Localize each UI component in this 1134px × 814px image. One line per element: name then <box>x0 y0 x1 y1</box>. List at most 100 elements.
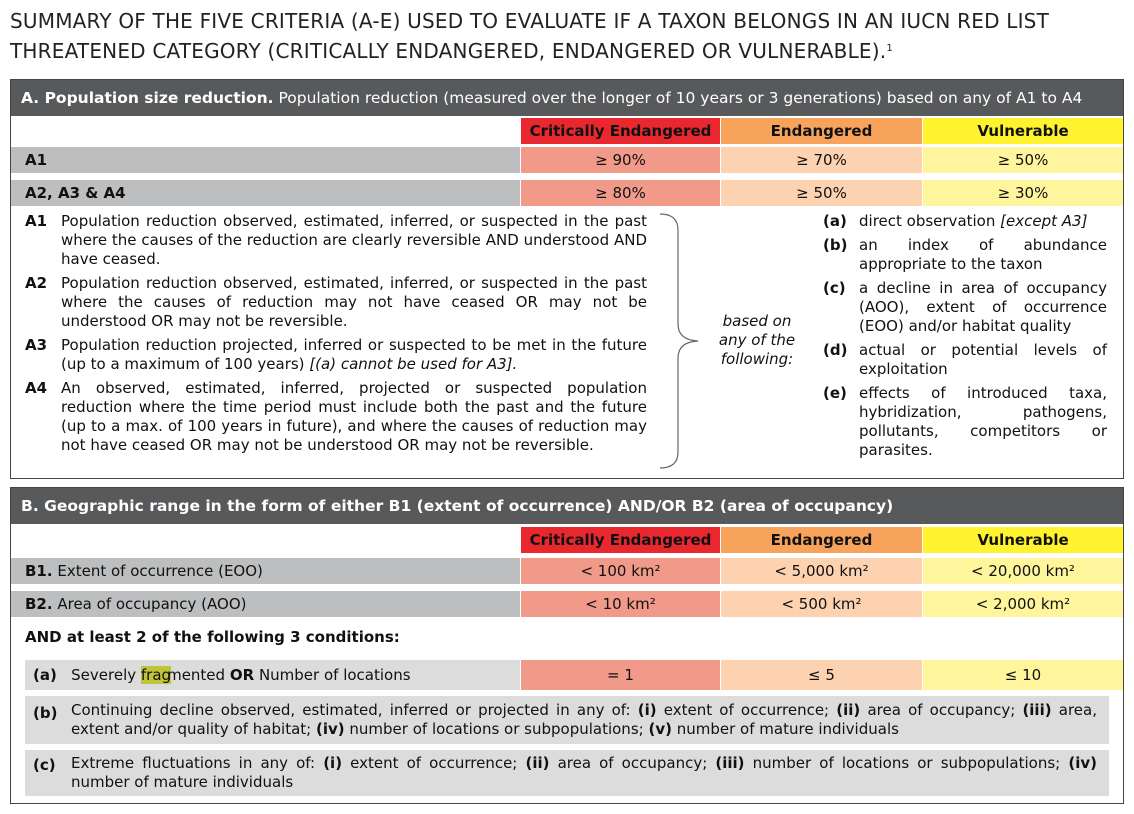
cb-t5: number of locations or subpopulations; <box>349 720 644 738</box>
list-item: A2 Population reduction observed, estimat… <box>25 274 647 331</box>
a234-vu-value: ≥ 30% <box>923 180 1123 206</box>
cc-i: (i) <box>323 754 343 772</box>
based-on-note: based on any of the following: <box>718 312 796 368</box>
title-text: SUMMARY OF THE FIVE CRITERIA (A-E) USED … <box>10 9 1049 63</box>
a1-vu-value: ≥ 50% <box>923 147 1123 173</box>
cc-tag: (c) <box>33 756 56 774</box>
header-critically-endangered: Critically Endangered <box>521 118 720 144</box>
condition-c-text: Extreme fluctuations in any of: (i) exte… <box>71 754 1097 792</box>
a3-text: Population reduction projected, inferred… <box>61 336 647 373</box>
cc-t1: Extreme fluctuations in any of: <box>71 754 316 772</box>
b2-ce-value: < 10 km² <box>521 591 720 617</box>
row-label-b2: B2. Area of occupancy (AOO) <box>11 591 520 617</box>
header-endangered: Endangered <box>721 527 922 553</box>
rc-text: a decline in area of occupancy (AOO), ex… <box>859 279 1107 335</box>
header-critically-endangered: Critically Endangered <box>521 527 720 553</box>
section-b-header: B. Geographic range in the form of eithe… <box>11 488 1123 524</box>
re-text: effects of introduced taxa, hybridizatio… <box>859 384 1107 459</box>
section-a-header-rest: Population reduction (measured over the … <box>278 89 1083 107</box>
section-a-details: A1 Population reduction observed, estimat… <box>11 212 1123 478</box>
cc-t3: area of occupancy; <box>557 754 708 772</box>
a2-tag: A2 <box>25 274 48 292</box>
cb-iv: (iv) <box>315 720 345 738</box>
cc-iv: (iv) <box>1068 754 1097 772</box>
rd-tag: (d) <box>823 341 848 359</box>
condition-b: (b) Continuing decline observed, estimat… <box>25 696 1109 744</box>
rd-text: actual or potential levels of exploitati… <box>859 341 1107 378</box>
ca-tag: (a) <box>33 666 57 684</box>
b1-label: Extent of occurrence (EOO) <box>57 562 263 580</box>
re-tag: (e) <box>823 384 847 402</box>
ca-pre: Severely <box>71 666 137 684</box>
cc-iii: (iii) <box>715 754 745 772</box>
list-item: A4 An observed, estimated, inferred, proj… <box>25 379 647 455</box>
a234-ce-value: ≥ 80% <box>521 180 720 206</box>
header-endangered: Endangered <box>721 118 922 144</box>
a4-tag: A4 <box>25 379 48 397</box>
ca-en-value: ≤ 5 <box>721 660 922 690</box>
ca-post: mented <box>167 666 226 684</box>
b1-ce-value: < 100 km² <box>521 558 720 584</box>
page-title: SUMMARY OF THE FIVE CRITERIA (A-E) USED … <box>10 6 1125 66</box>
ca-or: OR <box>229 666 255 684</box>
a1-text: Population reduction observed, estimated… <box>61 212 647 268</box>
list-item: A1 Population reduction observed, estimat… <box>25 212 647 269</box>
row-label-a2-a3-a4: A2, A3 & A4 <box>11 180 520 206</box>
cb-t4: area, extent and/or quality of habitat; <box>71 701 1097 738</box>
condition-b-text: Continuing decline observed, estimated, … <box>71 701 1097 739</box>
cb-i: (i) <box>637 701 657 719</box>
b1-en-value: < 5,000 km² <box>721 558 922 584</box>
list-item: A3 Population reduction projected, inferr… <box>25 336 647 374</box>
title-footnote: 1 <box>886 43 893 54</box>
a1-ce-value: ≥ 90% <box>521 147 720 173</box>
highlight-text: frag <box>140 666 172 684</box>
b1-bold: B1. <box>25 562 53 580</box>
table-row: A2, A3 & A4 ≥ 80% ≥ 50% ≥ 30% <box>11 180 1123 206</box>
section-a: A. Population size reduction. Population… <box>10 79 1124 479</box>
ra-text: direct observation <box>859 212 996 230</box>
header-vulnerable: Vulnerable <box>923 118 1123 144</box>
ra-italic: [except A3] <box>1000 212 1088 230</box>
cc-t2: extent of occurrence; <box>350 754 518 772</box>
table-row: B2. Area of occupancy (AOO) < 10 km² < 5… <box>11 591 1123 617</box>
ra-tag: (a) <box>823 212 847 230</box>
list-item: (b) an index of abundance appropriate to … <box>823 236 1107 274</box>
row-label-b1: B1. Extent of occurrence (EOO) <box>11 558 520 584</box>
rb-text: an index of abundance appropriate to the… <box>859 236 1107 273</box>
evidence-list: (a) direct observation [except A3] (b) an … <box>823 212 1107 465</box>
curly-brace-icon <box>659 213 699 469</box>
header-vulnerable: Vulnerable <box>923 527 1123 553</box>
b2-label: Area of occupancy (AOO) <box>57 595 247 613</box>
cb-v: (v) <box>648 720 672 738</box>
list-item: (c) a decline in area of occupancy (AOO),… <box>823 279 1107 336</box>
list-item: (d) actual or potential levels of exploit… <box>823 341 1107 379</box>
table-row: (a) Severely fragmented OR Number of loc… <box>11 660 1123 690</box>
a3-italic-note: [(a) cannot be used for A3]. <box>309 355 518 373</box>
ca-vu-value: ≤ 10 <box>923 660 1123 690</box>
section-a-header: A. Population size reduction. Population… <box>11 80 1123 116</box>
b1-vu-value: < 20,000 km² <box>923 558 1123 584</box>
cb-t2: extent of occurrence; <box>663 701 830 719</box>
cc-t4: number of locations or subpopulations; <box>752 754 1061 772</box>
condition-a-label: (a) Severely fragmented OR Number of loc… <box>25 660 520 690</box>
rb-tag: (b) <box>823 236 848 254</box>
cb-t6: number of mature individuals <box>676 720 899 738</box>
section-a-header-bold: A. Population size reduction. <box>21 89 274 107</box>
cb-tag: (b) <box>33 704 58 722</box>
section-a-category-header-row: Critically Endangered Endangered Vulnera… <box>11 118 1123 144</box>
b2-vu-value: < 2,000 km² <box>923 591 1123 617</box>
b2-en-value: < 500 km² <box>721 591 922 617</box>
a1-tag: A1 <box>25 212 48 230</box>
section-b: B. Geographic range in the form of eithe… <box>10 487 1124 804</box>
a2-text: Population reduction observed, estimated… <box>61 274 647 330</box>
a3-tag: A3 <box>25 336 48 354</box>
row-label-a1: A1 <box>11 147 520 173</box>
cb-iii: (iii) <box>1022 701 1052 719</box>
cb-ii: (ii) <box>836 701 861 719</box>
list-item: (e) effects of introduced taxa, hybridiza… <box>823 384 1107 460</box>
cb-t1: Continuing decline observed, estimated, … <box>71 701 631 719</box>
a234-en-value: ≥ 50% <box>721 180 922 206</box>
table-row: B1. Extent of occurrence (EOO) < 100 km²… <box>11 558 1123 584</box>
a1-en-value: ≥ 70% <box>721 147 922 173</box>
table-row: A1 ≥ 90% ≥ 70% ≥ 50% <box>11 147 1123 173</box>
